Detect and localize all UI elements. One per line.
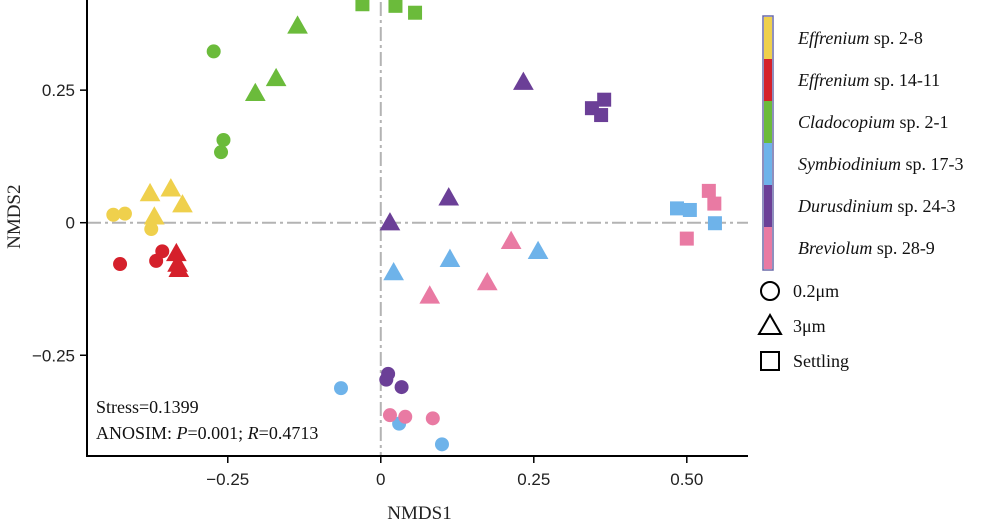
color-legend-swatch [764,185,772,227]
color-legend-label: Effrenium sp. 14-11 [797,70,940,90]
data-point-series3-triangle [527,240,549,260]
color-legend-swatch [764,143,772,185]
data-point-series3-square [670,201,685,216]
color-legend-swatch [764,227,772,269]
legend-genus: Effrenium [797,28,869,48]
anosim-prefix: ANOSIM: [96,423,177,443]
data-point-series2-triangle [244,82,266,102]
data-point-series3-square [707,216,722,231]
legend-suffix: sp. 28-9 [872,238,935,258]
data-point-series4-triangle [379,212,401,231]
legend-suffix: sp. 17-3 [901,154,964,174]
data-point-series4-circle [381,366,396,381]
data-point-series0-triangle [160,178,182,197]
x-tick-label: 0 [376,470,385,489]
legend-suffix: sp. 14-11 [869,70,940,90]
stress-annotation: Stress=0.1399 [96,397,199,417]
y-tick-label: 0.25 [42,81,75,100]
x-axis-title: NMDS1 [387,503,451,524]
data-point-series1-circle [113,257,128,272]
legend-genus: Symbiodinium [798,154,901,174]
data-point-series4-triangle [438,187,460,206]
legend-suffix: sp. 24-3 [893,196,956,216]
legend-suffix: sp. 2-1 [895,112,949,132]
color-legend-label: Symbiodinium sp. 17-3 [798,154,964,174]
anosim-p-symbol: P [176,423,188,443]
data-point-series2-square [388,0,403,13]
triangle-legend-icon [757,313,783,335]
data-point-series2-square [408,5,423,20]
color-legend-label: Cladocopium sp. 2-1 [798,112,949,132]
data-point-series1-triangle [168,258,190,278]
data-point-series4-circle [394,380,409,395]
x-tick-label: −0.25 [206,470,249,489]
data-point-series5-square [707,196,722,211]
data-point-series1-circle [155,244,170,259]
data-point-series5-circle [382,408,397,423]
data-point-series2-circle [214,145,229,160]
color-legend-label: Breviolum sp. 28-9 [798,238,935,258]
data-point-series0-circle [117,206,132,221]
anosim-r-symbol: R [247,423,259,443]
data-point-series5-square [701,183,716,198]
anosim-r-value: =0.4713 [259,423,319,443]
y-tick-label: 0 [66,214,75,233]
data-point-series3-circle [333,381,348,396]
anosim-p-value: =0.001; [188,423,248,443]
color-legend-frame [762,15,774,271]
data-point-series3-triangle [383,261,404,281]
data-point-series5-triangle [500,230,522,249]
legend-genus: Effrenium [797,70,869,90]
color-legend-label: Durusdinium sp. 24-3 [797,196,956,216]
shape-legend-label: 0.2μm [793,281,839,301]
color-legend-label: Effrenium sp. 2-8 [797,28,923,48]
shape-legend: 0.2μm 3μm Settling [757,281,849,371]
data-point-series2-circle [206,44,221,59]
legend-suffix: sp. 2-8 [869,28,923,48]
x-tick-label: 0.50 [670,470,703,489]
data-point-series5-triangle [476,272,498,291]
y-axis-ticks: 0.25 0 −0.25 [32,81,87,365]
data-point-series4-triangle [513,71,534,90]
shape-legend-label: 3μm [793,316,826,336]
data-point-series3-circle [434,437,449,452]
x-tick-label: 0.25 [517,470,550,489]
data-point-series1-triangle [166,242,187,262]
data-point-series4-square [594,108,609,123]
x-axis-ticks: −0.25 0 0.25 0.50 [206,456,703,489]
data-point-series3-square [682,202,697,217]
data-point-series5-triangle [419,285,441,304]
data-point-series5-square [679,231,694,246]
color-legend-swatch [764,59,772,101]
anosim-annotation: ANOSIM: P=0.001; R=0.4713 [96,423,318,443]
data-point-series5-circle [398,409,413,424]
legend-genus: Breviolum [798,238,872,258]
data-point-series2-triangle [265,67,287,87]
y-tick-label: −0.25 [32,346,75,365]
data-point-series4-square [597,92,612,107]
data-point-series5-circle [425,411,440,426]
data-point-series2-triangle [287,15,308,34]
data-point-series0-circle [144,222,159,237]
data-point-series0-triangle [143,206,165,225]
circle-legend-icon [760,281,780,301]
color-legend-swatch [764,101,772,143]
data-point-series2-square [355,0,370,12]
color-legend-swatch [764,17,772,59]
y-axis-title: NMDS2 [4,184,25,248]
data-point-series0-triangle [172,194,193,213]
data-point-series2-circle [216,132,231,147]
data-points [106,0,722,452]
legend-genus: Cladocopium [798,112,895,132]
data-point-series0-triangle [139,182,161,202]
data-point-series3-triangle [439,248,461,267]
data-point-series0-circle [106,207,121,222]
shape-legend-label: Settling [793,351,849,371]
square-legend-icon [760,351,780,371]
legend-genus: Durusdinium [797,196,893,216]
